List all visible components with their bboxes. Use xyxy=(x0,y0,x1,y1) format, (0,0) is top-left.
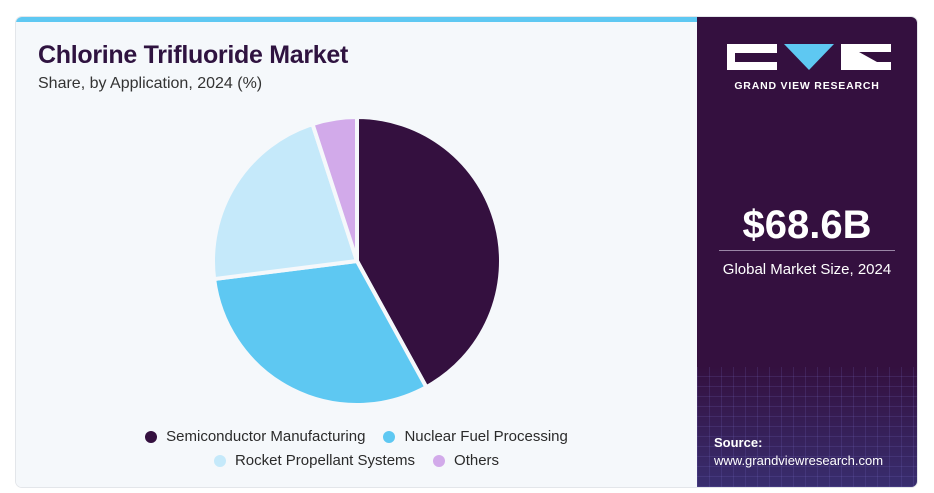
legend-row-2: Rocket Propellant Systems Others xyxy=(16,452,697,469)
slice-rocket xyxy=(211,122,359,282)
legend-item-others: Others xyxy=(433,452,499,469)
chart-panel: Chlorine Trifluoride Market Share, by Ap… xyxy=(16,17,697,487)
grand-view-research-logo xyxy=(727,44,891,70)
divider xyxy=(719,250,895,251)
legend-label: Others xyxy=(454,452,500,469)
legend-item-rocket: Rocket Propellant Systems xyxy=(213,452,416,469)
legend-swatch xyxy=(213,454,226,467)
legend-item-semiconductor: Semiconductor Manufacturing xyxy=(145,428,365,445)
pie-chart xyxy=(211,115,503,407)
top-accent-bar xyxy=(16,17,697,22)
legend-label: Semiconductor Manufacturing xyxy=(166,428,366,445)
slice-others xyxy=(310,115,359,263)
source-label: Source: xyxy=(714,435,763,450)
legend-swatch xyxy=(145,430,158,443)
decorative-grid xyxy=(697,367,917,487)
legend-label: Rocket Propellant Systems xyxy=(234,452,416,469)
legend-label: Nuclear Fuel Processing xyxy=(404,428,568,445)
legend-item-nuclear: Nuclear Fuel Processing xyxy=(383,428,568,445)
slice-semiconductor xyxy=(355,115,503,390)
summary-panel: GRAND VIEW RESEARCH $68.6B Global Market… xyxy=(697,17,917,487)
brand-name: GRAND VIEW RESEARCH xyxy=(734,80,880,92)
slice-nuclear xyxy=(212,259,429,407)
legend-swatch xyxy=(433,454,446,467)
legend-swatch xyxy=(383,430,396,443)
source-link[interactable]: www.grandviewresearch.com xyxy=(714,453,884,468)
market-size-label: Global Market Size, 2024 xyxy=(722,261,892,278)
chart-subtitle: Share, by Application, 2024 (%) xyxy=(38,75,263,92)
market-size-value: $68.6B xyxy=(742,203,872,247)
report-card: Chlorine Trifluoride Market Share, by Ap… xyxy=(16,17,917,487)
legend-row-1: Semiconductor Manufacturing Nuclear Fuel… xyxy=(16,428,697,445)
chart-title: Chlorine Trifluoride Market xyxy=(38,41,349,69)
